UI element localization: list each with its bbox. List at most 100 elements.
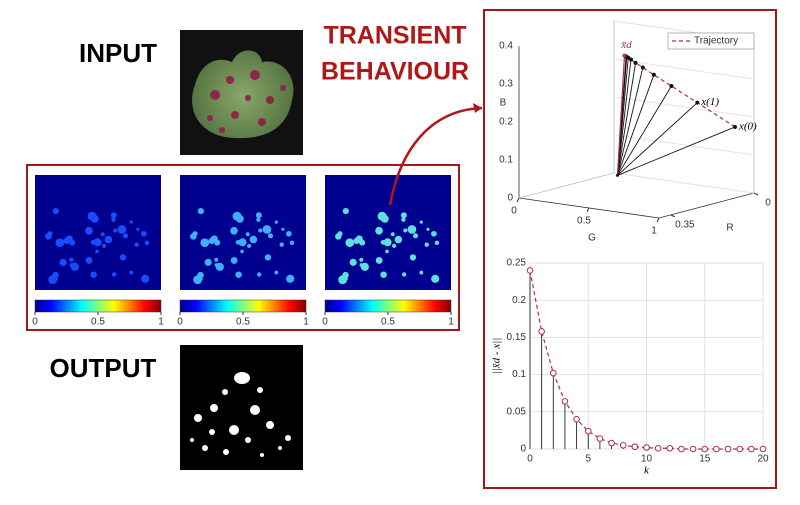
x-axis-label: G	[588, 233, 596, 244]
heatmap-spot	[409, 254, 417, 261]
trajectory-point	[640, 65, 645, 70]
y-axis-label: R	[726, 223, 733, 234]
y-tick-label: 0.1	[512, 369, 526, 380]
legend-label: Trajectory	[694, 36, 738, 47]
heatmaps: 0 0.5 1 0 0.5 1 0 0.5 1	[32, 175, 454, 328]
annotation: x(0)	[738, 120, 757, 132]
heatmap-spot	[69, 257, 74, 262]
colorbar-tick-label: 0	[322, 317, 328, 328]
heatmap-spot	[110, 212, 117, 219]
heatmap-spot	[95, 249, 99, 254]
heatmap-spot	[91, 214, 99, 223]
heatmap-spot	[380, 240, 386, 245]
legend-box	[667, 32, 755, 50]
heatmap-spot	[235, 240, 241, 245]
heatmap-spot	[85, 226, 93, 235]
heatmap-spot	[214, 257, 219, 262]
plot-3d: 0 0.1 0.2 0.3 0.4 0 0.5 1 0.35 0 B G Rx̄d x(0) x(1) Tra…	[499, 20, 771, 244]
heatmap-spot	[55, 238, 65, 248]
stem-marker	[654, 444, 662, 452]
stem-marker	[561, 398, 569, 405]
heatmap-spot	[335, 233, 342, 240]
heatmap	[35, 175, 161, 290]
x-tick	[656, 217, 660, 223]
heatmap-spot	[238, 238, 247, 247]
origin-point	[616, 173, 619, 177]
z-tick-label: 0.1	[499, 155, 513, 166]
stem-marker	[608, 439, 615, 447]
heatmap-spot	[380, 271, 387, 278]
colorbar	[324, 299, 452, 313]
heatmap-spot	[385, 249, 389, 254]
heatmap-spot	[190, 233, 197, 240]
heatmap-spot	[394, 235, 403, 244]
heatmap-spot	[281, 227, 285, 231]
heatmap-spot	[258, 228, 263, 233]
y-tick-label: 0.05	[507, 406, 527, 417]
heatmap-spot	[431, 230, 437, 237]
heatmap-spot	[197, 207, 204, 215]
heatmap-spot	[136, 227, 140, 231]
stem-marker	[736, 445, 744, 453]
arrow	[388, 106, 483, 206]
heatmap-spot	[52, 207, 59, 215]
heatmap-spot	[210, 235, 218, 243]
heatmap-spot	[286, 230, 292, 237]
x-axis-label: k	[644, 465, 650, 477]
heatmap-spot	[343, 276, 348, 281]
heatmap-spot	[289, 240, 295, 246]
heatmap-spot	[424, 242, 429, 247]
stem-marker	[678, 445, 685, 453]
heatmap-spot	[100, 232, 105, 237]
heatmap-spot	[198, 276, 203, 281]
stem-marker	[701, 445, 709, 453]
heatmap-spot	[342, 207, 349, 215]
trajectory-point	[669, 84, 674, 89]
heatmap-spot	[53, 276, 58, 281]
x-tick	[586, 207, 590, 213]
heatmap-spot	[360, 262, 369, 271]
heatmap-spot	[70, 262, 79, 271]
stem-marker	[643, 444, 650, 451]
stem-marker	[713, 445, 720, 453]
heatmap-spot	[286, 274, 295, 283]
y-tick-label: 0.15	[507, 332, 527, 343]
colorbar-tick-label: 0	[177, 317, 183, 328]
x-tick-label: 5	[585, 454, 591, 465]
heatmap-spot	[279, 242, 284, 247]
colorbar-tick-label: 0	[32, 317, 38, 328]
colorbar-tick-label: 0.5	[91, 317, 105, 328]
heatmap-spot	[419, 270, 424, 275]
heatmap-spot	[90, 271, 97, 278]
x-tick-label: 0	[511, 206, 517, 217]
arrowhead	[473, 103, 482, 113]
heatmap-spot	[245, 232, 250, 237]
z-axis-label: B	[500, 98, 507, 109]
grid-line	[613, 172, 755, 194]
heatmap-spot	[93, 238, 102, 247]
input-label: INPUT	[79, 38, 157, 68]
colorbar-tick-label: 0.5	[381, 317, 395, 328]
x-tick-label: 0.5	[577, 216, 591, 227]
colorbar	[179, 299, 307, 313]
grid-line	[613, 96, 755, 118]
heatmap-spot	[113, 228, 118, 233]
y-tick	[670, 214, 676, 218]
heatmap-spot	[59, 258, 67, 266]
heatmap-spot	[235, 271, 242, 278]
heatmap-spot	[65, 235, 73, 243]
box-line	[518, 172, 615, 199]
heatmap-spot	[401, 217, 406, 222]
x-tick-label: 1	[651, 226, 657, 237]
heatmap-spot	[383, 238, 392, 247]
heatmap-spot	[230, 256, 238, 264]
z-tick-label: 0.3	[499, 79, 513, 90]
heatmap-spot	[264, 254, 272, 261]
transient-label: BEHAVIOUR	[321, 58, 469, 86]
ray	[617, 85, 672, 176]
y-axis-label: ||x̄d - x||	[491, 338, 503, 375]
stem-marker	[538, 328, 545, 335]
heatmap-spot	[85, 256, 93, 264]
heatmap-spot	[419, 220, 423, 224]
